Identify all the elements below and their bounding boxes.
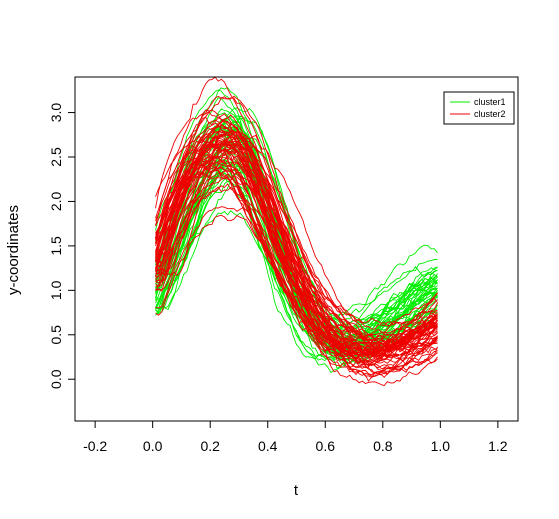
cluster2-curve bbox=[155, 113, 438, 339]
y-axis-label: y-coordinates bbox=[5, 205, 22, 295]
x-tick-label: 1.0 bbox=[431, 438, 451, 454]
cluster2-curve bbox=[155, 130, 438, 354]
cluster2-curve bbox=[155, 124, 438, 355]
x-tick-label: 0.8 bbox=[373, 438, 393, 454]
cluster2-curve bbox=[155, 123, 438, 353]
cluster2-curve bbox=[155, 143, 438, 371]
cluster1-curve bbox=[155, 158, 438, 359]
cluster2-curve bbox=[155, 152, 438, 344]
cluster2-curve bbox=[155, 183, 438, 369]
x-axis-label: t bbox=[294, 482, 299, 499]
series-cluster2 bbox=[155, 77, 438, 387]
legend-entry-cluster2: cluster2 bbox=[474, 109, 506, 119]
y-tick-label: 0.0 bbox=[48, 369, 64, 389]
legend-entry-cluster1: cluster1 bbox=[474, 97, 506, 107]
x-tick-label: -0.2 bbox=[83, 438, 107, 454]
y-tick-label: 1.0 bbox=[48, 280, 64, 300]
cluster2-curve bbox=[155, 159, 438, 356]
cluster2-curve bbox=[155, 131, 438, 365]
y-tick-label: 1.5 bbox=[48, 236, 64, 256]
x-tick-label: 0.4 bbox=[258, 438, 278, 454]
cluster2-curve bbox=[155, 119, 438, 341]
x-tick-label: 1.2 bbox=[488, 438, 508, 454]
y-axis: 0.0 0.5 1.0 1.5 2.0 2.5 3.0 bbox=[48, 103, 76, 389]
x-tick-label: 0.6 bbox=[316, 438, 336, 454]
y-tick-label: 3.0 bbox=[48, 103, 64, 123]
cluster2-curve bbox=[155, 154, 438, 362]
legend-box bbox=[443, 91, 515, 125]
cluster2-curve bbox=[155, 175, 438, 374]
y-tick-label: 2.5 bbox=[48, 147, 64, 167]
cluster1-curve bbox=[155, 89, 438, 321]
cluster2-curve bbox=[155, 140, 438, 371]
y-tick-label: 0.5 bbox=[48, 325, 64, 345]
cluster2-curve bbox=[155, 109, 438, 367]
curves-layer bbox=[155, 77, 438, 387]
legend: cluster1 cluster2 bbox=[443, 91, 515, 125]
x-tick-label: 0.2 bbox=[200, 438, 220, 454]
cluster2-curve bbox=[155, 150, 438, 352]
cluster2-curve bbox=[155, 146, 438, 344]
x-axis: -0.2 0.0 0.2 0.4 0.6 0.8 1.0 1.2 bbox=[83, 420, 508, 454]
y-tick-label: 2.0 bbox=[48, 192, 64, 212]
x-tick-label: 0.0 bbox=[143, 438, 163, 454]
cluster2-curve bbox=[155, 133, 438, 360]
